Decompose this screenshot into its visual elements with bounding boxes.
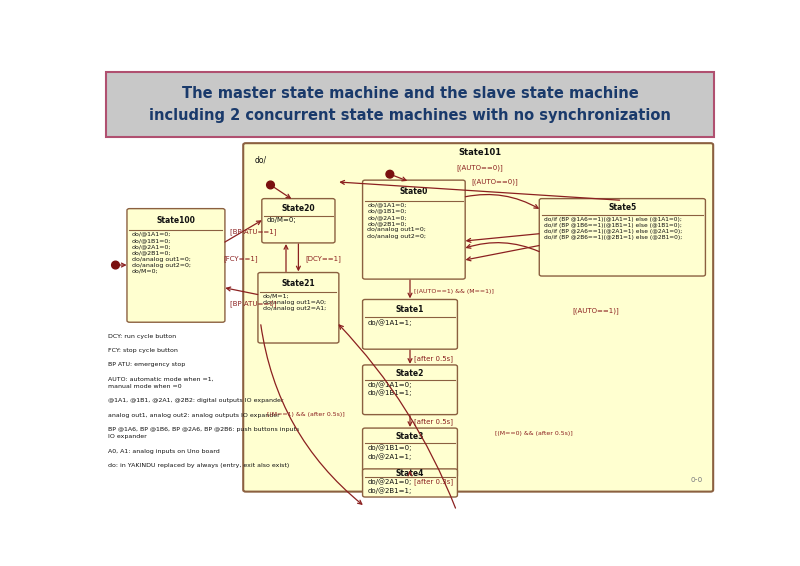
Text: [(M==1) && (after 0.5s)]: [(M==1) && (after 0.5s)] <box>266 412 344 417</box>
FancyBboxPatch shape <box>362 180 465 279</box>
Text: [after 0.5s]: [after 0.5s] <box>414 419 453 426</box>
Text: [after 0.3s]: [after 0.3s] <box>414 478 453 485</box>
Text: do/M=1;
do/analog out1=A0;
do/analog out2=A1;: do/M=1; do/analog out1=A0; do/analog out… <box>262 294 326 311</box>
Text: State100: State100 <box>157 216 195 225</box>
Text: [(AUTO==1) && (M==1)]: [(AUTO==1) && (M==1)] <box>414 289 494 294</box>
Text: [BP ATU==0]: [BP ATU==0] <box>230 300 277 307</box>
Text: DCY: run cycle button

FCY: stop cycle button

BP ATU: emergency stop

AUTO: aut: DCY: run cycle button FCY: stop cycle bu… <box>108 333 299 468</box>
FancyBboxPatch shape <box>362 469 458 497</box>
Text: do/@1B1=0;
do/@2A1=1;: do/@1B1=0; do/@2A1=1; <box>367 444 412 460</box>
Text: [(AUTO==0)]: [(AUTO==0)] <box>472 178 518 185</box>
Text: [(AUTO==0)]: [(AUTO==0)] <box>456 165 503 171</box>
Text: [after 0.5s]: [after 0.5s] <box>414 355 453 362</box>
Text: State3: State3 <box>396 432 424 441</box>
Text: do/if (BP @1A6==1)(@1A1=1) else (@1A1=0);
do/if (BP @1B6==1)(@1B1=1) else (@1B1=: do/if (BP @1A6==1)(@1A1=1) else (@1A1=0)… <box>544 217 682 241</box>
Text: [FCY==1]: [FCY==1] <box>223 255 258 262</box>
Text: [(M==0) && (after 0.5s)]: [(M==0) && (after 0.5s)] <box>495 431 573 436</box>
Text: State2: State2 <box>396 368 424 378</box>
Text: [(AUTO==1)]: [(AUTO==1)] <box>573 307 619 314</box>
Text: [BP ATU==1]: [BP ATU==1] <box>230 228 277 234</box>
FancyBboxPatch shape <box>262 199 335 243</box>
FancyBboxPatch shape <box>362 299 458 349</box>
FancyBboxPatch shape <box>243 143 713 492</box>
Text: do/M=0;: do/M=0; <box>266 217 296 224</box>
Text: State21: State21 <box>282 279 315 288</box>
Text: State20: State20 <box>282 204 315 213</box>
FancyBboxPatch shape <box>539 199 706 276</box>
Text: The master state machine and the slave state machine: The master state machine and the slave s… <box>182 86 638 101</box>
Text: [DCY==1]: [DCY==1] <box>306 255 342 262</box>
FancyBboxPatch shape <box>127 209 225 322</box>
Text: do/@1A1=0;
do/@1B1=0;
do/@2A1=0;
do/@2B1=0;
do/analog out1=0;
do/analog out2=0;
: do/@1A1=0; do/@1B1=0; do/@2A1=0; do/@2B1… <box>132 231 190 274</box>
Text: do/: do/ <box>255 156 267 165</box>
Text: do/@2A1=0;
do/@2B1=1;: do/@2A1=0; do/@2B1=1; <box>367 479 412 494</box>
FancyBboxPatch shape <box>258 273 339 343</box>
Ellipse shape <box>386 170 394 178</box>
Text: do/@1A1=0;
do/@1B1=1;: do/@1A1=0; do/@1B1=1; <box>367 381 412 396</box>
Ellipse shape <box>112 261 119 269</box>
Text: do/@1A1=0;
do/@1B1=0;
do/@2A1=0;
do/@2B1=0;
do/analog out1=0;
do/analog out2=0;: do/@1A1=0; do/@1B1=0; do/@2A1=0; do/@2B1… <box>367 203 426 238</box>
Text: State4: State4 <box>396 469 424 478</box>
Text: do/@1A1=1;: do/@1A1=1; <box>367 319 412 325</box>
Text: State5: State5 <box>608 203 637 212</box>
Ellipse shape <box>266 181 274 189</box>
Text: including 2 concurrent state machines with no synchronization: including 2 concurrent state machines wi… <box>149 108 671 123</box>
Text: State0: State0 <box>400 187 428 196</box>
Text: State101: State101 <box>458 148 502 157</box>
FancyBboxPatch shape <box>362 428 458 478</box>
Text: o-o: o-o <box>690 475 703 484</box>
FancyBboxPatch shape <box>362 365 458 415</box>
FancyBboxPatch shape <box>106 72 714 137</box>
Text: State1: State1 <box>396 305 424 314</box>
